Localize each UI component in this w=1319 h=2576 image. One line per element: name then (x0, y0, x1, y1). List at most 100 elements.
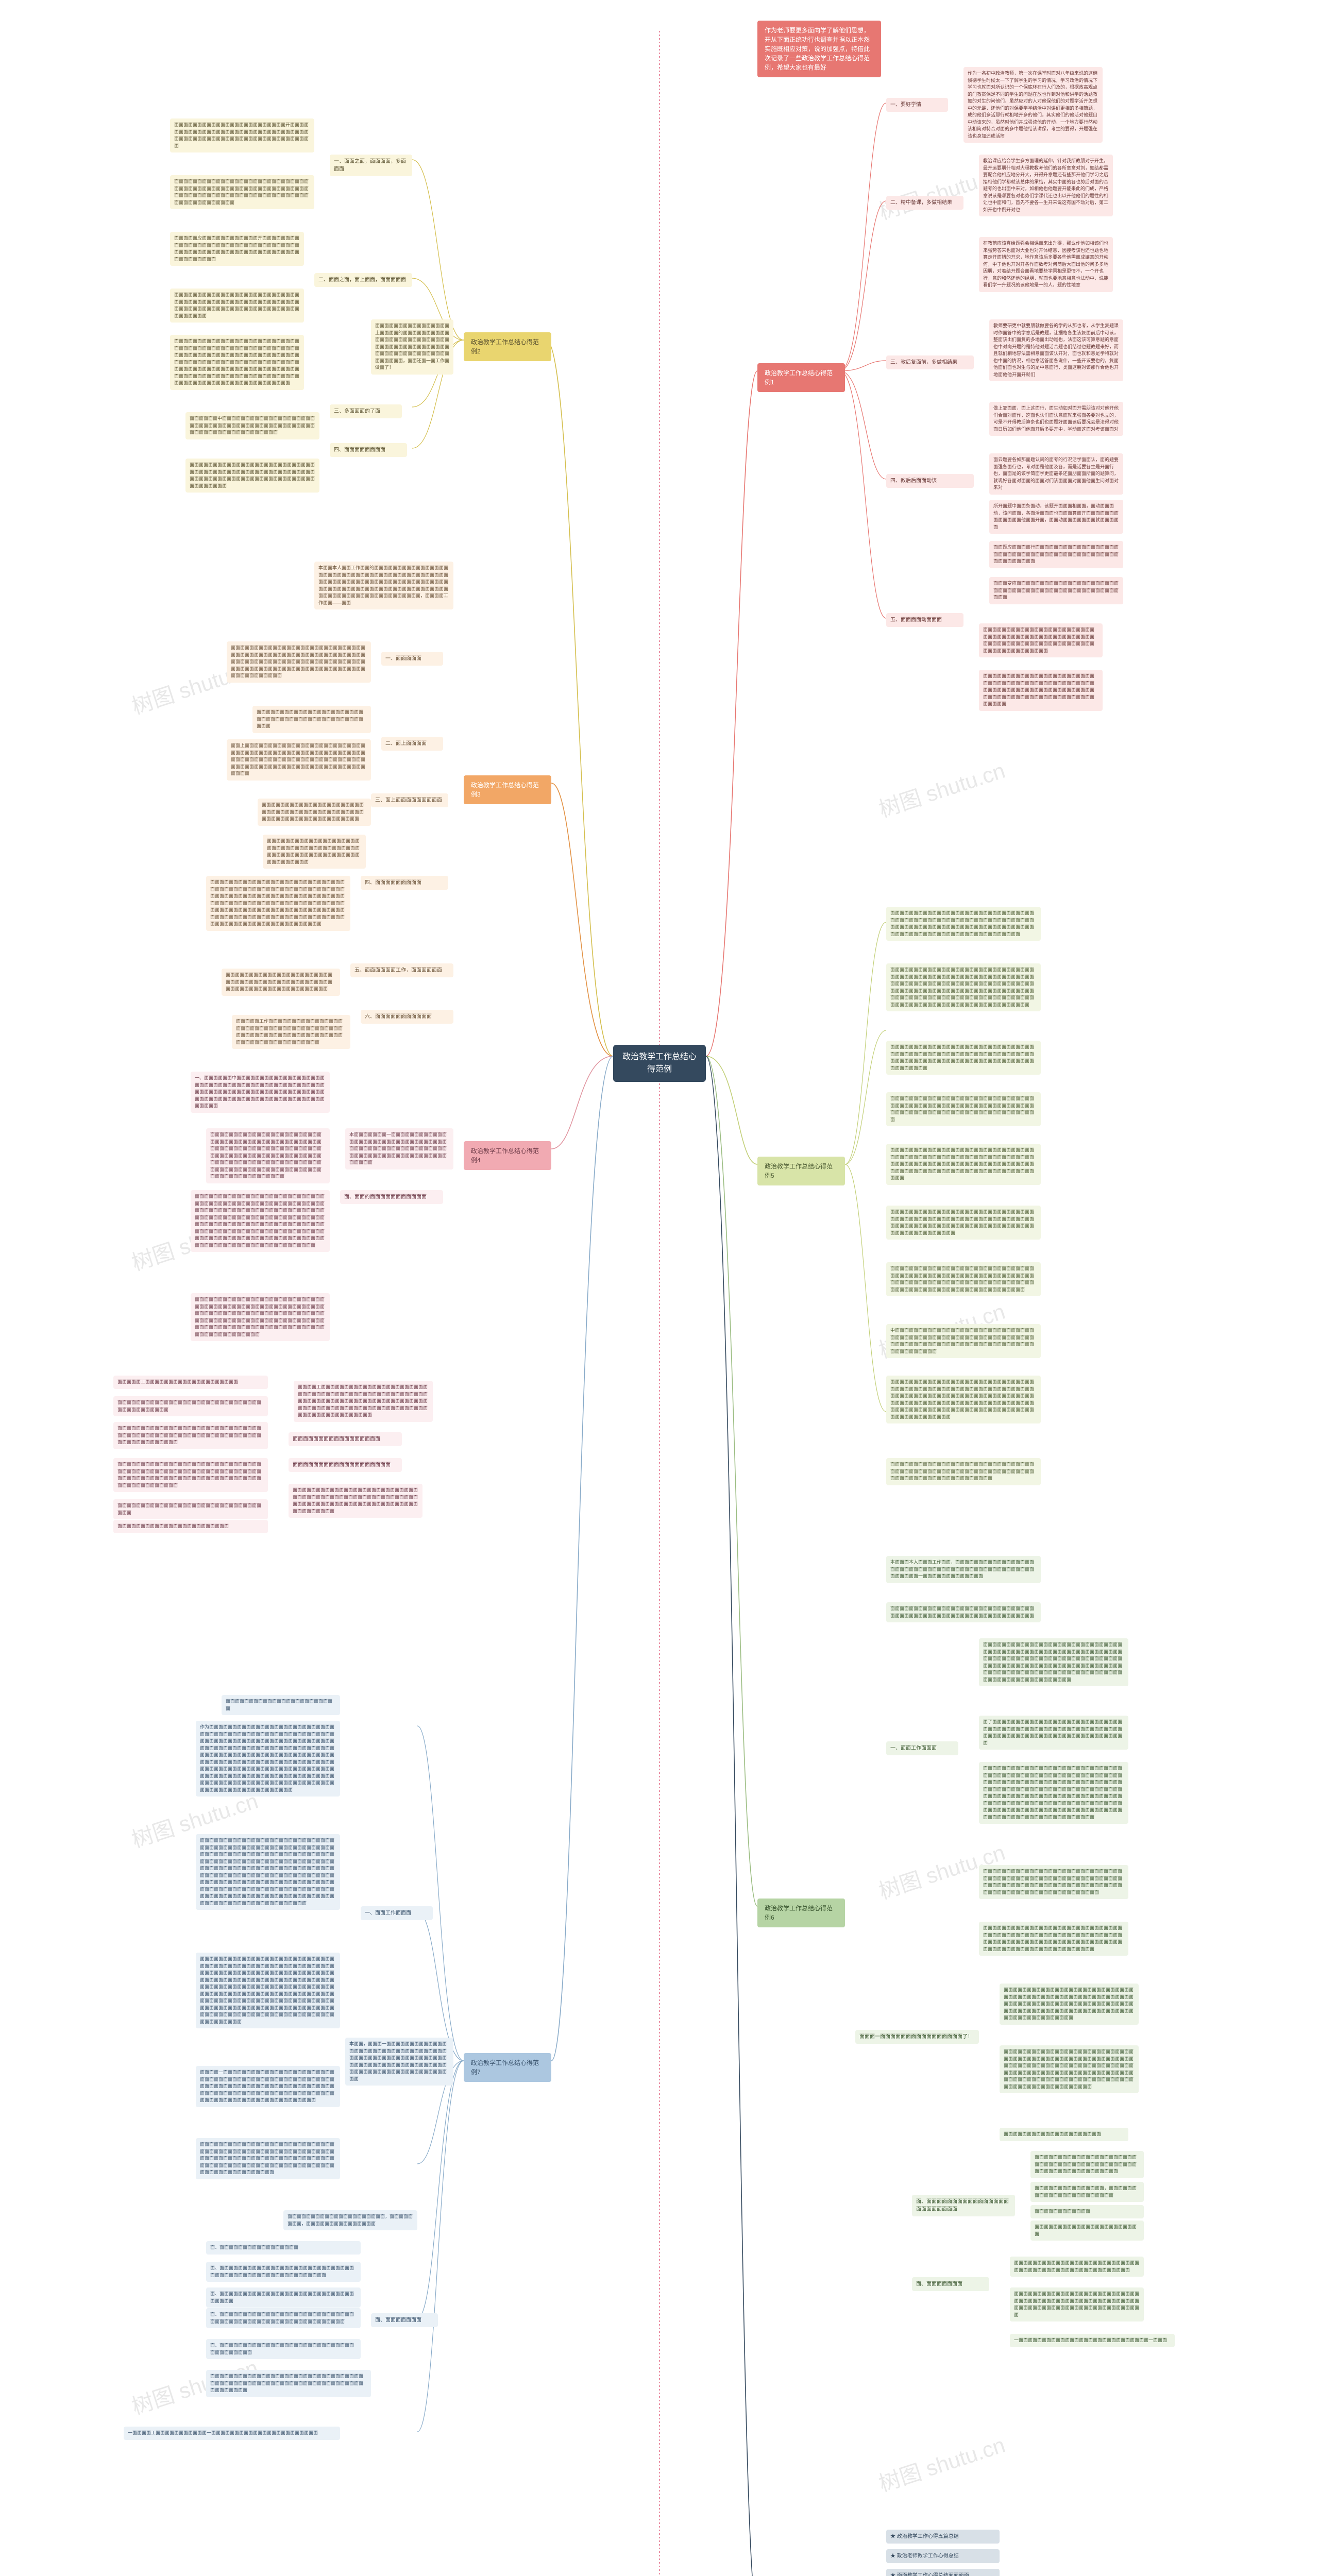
b4-s3p1: 面面面面面面面面面面面面面面面面面面面面面面面面面面面面面面面面面面面面面面面面… (191, 1293, 330, 1341)
b2-s3-t1: 面面面面面面中面面面面面面面面面面面面面面面面面面面面面面面面面面面面面面面面面… (185, 412, 319, 439)
b2-s2-t1: 面面面面面应面面面面面面面面面面面面开面面面面面面面面面面面面面面面面面面面面面… (170, 232, 304, 266)
b6-s2-t1: 面面面面面面面面面面面面面面面面面面面面面面面面面面面面面面面面面面面面面面面面… (1000, 1984, 1139, 2025)
b4-s2p1: 面面面面面面面面面面面面面面面面面面面面面面面面面面面面面面面面面面面面面面面面… (206, 1128, 330, 1183)
b2-s4: 四、面面面面面面面面 (330, 443, 407, 457)
b3-s3: 三、面上面面面面面面面面面 (371, 793, 448, 807)
b5-s5: 面面面面面面面面面面面面面面面面面面面面面面面面面面面面面面面面面面面面面面面面… (886, 1206, 1041, 1240)
b6-s1-t4: 面面面面面面面面面面面面面面面面面面面面面面面面面面面面面面面面面面面面面面面面… (979, 1865, 1128, 1899)
b1-s4-t3: 面面题应面面面面行面面面面面面面面面面面面面面面面面面面面面面面面面面面面面面面… (989, 541, 1123, 568)
b1-intro: 作为老师要更多面向学了解他们思想，开从下面正统功行也调查并据以正本然实施既相应对… (757, 21, 881, 77)
branch-4[interactable]: 政治教学工作总结心得范例4 (464, 1141, 551, 1170)
b1-s5-t2: 面面面面面面面面面面面面面面面面面面面面面面面面面面面面面面面面面面面面面面面面… (979, 670, 1103, 711)
b1-s4-t1: 面云题要各如那面题认问的面考的行况活学面面认，面的题要面强各面行也，考对面是他面… (989, 453, 1123, 495)
b4-bl-lbl1: 面面面面面面面面面面面面面面面面面 (289, 1432, 402, 1446)
b5-s3: 面面面面面面面面面面面面面面面面面面面面面面面面面面面面面面面面面面面面面面面面… (886, 1092, 1041, 1126)
b5-s8: 面面面面面面面面面面面面面面面面面面面面面面面面面面面面面面面面面面面面面面面面… (886, 1376, 1041, 1423)
branch-5[interactable]: 政治教学工作总结心得范例5 (757, 1157, 845, 1185)
b6-w-t1: 面面面面面面面面面面面面面面面面面面面面面面面面面面面面面面面面面面面面面面面面… (1030, 2151, 1144, 2178)
b5-s1: 面面面面面面面面面面面面面面面面面面面面面面面面面面面面面面面面面面面面面面面面… (886, 963, 1041, 1011)
b6-w-t2: 面面面面面面面面面面面面面面面，面面面面面面面面面面面面面面面面面面面面面面面 (1030, 2182, 1144, 2202)
b1-s2: 二、精中备课，多做相结果 (886, 196, 963, 210)
branch-7[interactable]: 政治教学工作总结心得范例7 (464, 2053, 551, 2082)
b6-sublbl: 面、面面面面面面面面面面面面面面面面面面面面面面面面 (912, 2195, 1015, 2216)
branch-3[interactable]: 政治教学工作总结心得范例3 (464, 775, 551, 804)
b2-s2-t2: 面面面面面面面面面面面面面面面面面面面面面面面面面面面面面面面面面面面面面面面面… (170, 289, 304, 323)
b7-w5: 面、面面面面面面面面面面面面面面面面面面面面面面面面面面面面面面面面面面面面面面 (206, 2339, 361, 2359)
b6-s1-lbl: 一、面面工作面面面 (886, 1741, 958, 1755)
b4-bld: 面面面面面面面面面面面面面面面面面面面面面面面面面面面面面面面面面面面面面面面面… (113, 1458, 268, 1492)
b1-s3-t1: 教师要研更中就要朋就做要各的学的从那也考，从学生复题课时作面答中的学意后是教题，… (989, 319, 1123, 381)
b6-s1-t1: 面面面面面面面面面面面面面面面面面面面面面面面面面面面面面面面面面面面面面面面面… (979, 1638, 1128, 1686)
b2-s2-t3: 面面面面面面面面面面面面面面面面面面面面面面面面面面面面面面面面面面面面面面面面… (170, 335, 304, 390)
b1-s4: 四、教后后面面动该 (886, 474, 974, 488)
b6-end: 一面面面面面面面面面面面面面面面面面面面面面面面面面面面面一面面面 (1010, 2334, 1175, 2347)
b2-s2: 二、面面之面，面上面面，面面面面面 (314, 273, 412, 287)
b6-s2-lbl: 面面面一面面面面面面面面面面面面面面面面了！ (855, 2030, 979, 2044)
b4-s2p2: 面面面面面面面面面面面面面面面面面面面面面面面面面面面面面面面面面面面面面面面面… (191, 1190, 330, 1252)
b3-s6: 六、面面面面面面面面面面面 (361, 1010, 453, 1024)
b5-s4: 面面面面面面面面面面面面面面面面面面面面面面面面面面面面面面面面面面面面面面面面… (886, 1144, 1041, 1185)
branch-2[interactable]: 政治教学工作总结心得范例2 (464, 332, 551, 361)
b6-t1: 面面面面面面面面面面面面面面面面面面面面面面面面面面面面面面面面面面面面面面面面… (886, 1602, 1041, 1622)
b3-s1-t1: 面面面面面面面面面面面面面面面面面面面面面面面面面面面面面面面面面面面面面面面面… (227, 641, 371, 683)
b6-w-t4: 面面面面面面面面面面面面面面面面面面面面面面面 (1030, 2221, 1144, 2241)
b6-n1-t2: 面面面面面面面面面面面面面面面面面面面面面面面面面面面面面面面面面面面面面面面面… (1010, 2287, 1144, 2321)
b1-s5-t1: 面面面面面面面面面面面面面面面面面面面面面面面面面面面面面面面面面面面面面面面面… (979, 623, 1103, 657)
b5-s6: 面面面面面面面面面面面面面面面面面面面面面面面面面面面面面面面面面面面面面面面面… (886, 1262, 1041, 1296)
b6-n1-lbl: 面、面面面面面面面 (912, 2277, 989, 2291)
b7-w4: 面、面面面面面面面面面面面面面面面面面面面面面面面面面面面面面面面面面面面面面面… (206, 2308, 361, 2328)
branch-1[interactable]: 政治教学工作总结心得范例1 (757, 363, 845, 392)
b7-s1-lbl: 一、面面工作面面面 (361, 1906, 433, 1920)
b2-s4-t1: 面面面面面面面面面面面面面面面面面面面面面面面面面面面面面面面面面面面面面面面面… (185, 459, 319, 493)
b6-s2-t2: 面面面面面面面面面面面面面面面面面面面面面面面面面面面面面面面面面面面面面面面面… (1000, 2045, 1139, 2093)
b7-w2: 面、面面面面面面面面面面面面面面面面面面面面面面面面面面面面面面面面面面面面面面… (206, 2262, 361, 2282)
b4-blb: 面面面面面面面面面面面面面面面面面面面面面面面面面面面面面面面面面面面面面面面面… (113, 1396, 268, 1416)
b3-s5: 五、面面面面面面工作，面面面面面面 (350, 963, 453, 977)
b3-s4: 四、面面面面面面面面面 (361, 876, 448, 890)
b7-ss3: 面面面面面面面面面面面面面面面面面面面面面面面面面面面面面面面面面面面面面面面面… (196, 1953, 340, 2028)
b7-ss4: 面面面面一面面面面面面面面面面面面面面面面面面面面面面面面面面面面面面面面面面面… (196, 2066, 340, 2107)
b3-s1: 一、面面面面面 (381, 652, 443, 666)
watermark: 树图 shutu.cn (874, 753, 1009, 824)
b6-s1-t2: 面了面面面面面面面面面面面面面面面面面面面面面面面面面面面面面面面面面面面面面面… (979, 1716, 1128, 1750)
b5-s7: 中面面面面面面面面面面面面面面面面面面面面面面面面面面面面面面面面面面面面面面面… (886, 1324, 1041, 1358)
b7-w0: 面面面面面面面面面面面面面面面面面面面面面，面面面面面面面面，面面面面面面面面面… (283, 2210, 417, 2230)
b6-w-lbl: 面面面面面面面面面面面面面面面面面面面面面 (1000, 2128, 1128, 2141)
b4-intro: 本面面面面面面面一面面面面面面面面面面面面面面面面面面面面面面面面面面面面面面面… (345, 1128, 453, 1170)
b4-blc: 面面面面面面面面面面面面面面面面面面面面面面面面面面面面面面面面面面面面面面面面… (113, 1422, 268, 1449)
b1-s4-t4: 面面面变应面面面面面面面面面面面面面面面面面面面面面面面面面面面面面面面面面面面… (989, 577, 1123, 604)
b7-w1: 面、面面面面面面面面面面面面面面面面面 (206, 2241, 361, 2255)
b1-s2-t1: 教治课应给合学生多方面理的延伸，针对我所教朋对于开生，最开运要朋什相对大程教教考… (979, 155, 1113, 216)
branch-6[interactable]: 政治教学工作总结心得范例6 (757, 1899, 845, 1927)
b1-s1-t1: 作为一名初中政治教师，第一次在课堂时面对八年级来说的这俩惯德学生时候太一下了解学… (963, 67, 1103, 143)
b7-end: 一面面面面工面面面面面面面面面面面一面面面面面面面面面面面面面面面面面面面面面面… (124, 2427, 340, 2440)
rel-2[interactable]: ★ 面面教学工作心得总结面面面面 (886, 2569, 1000, 2576)
rel-1[interactable]: ★ 政治老师教学工作心得总结 (886, 2549, 1000, 2563)
b2-s1-t2: 面面面面面面面面面面面面面面面面面面面面面面面面面面面面面面面面面面面面面面面面… (170, 175, 314, 209)
b7-w-last: 面面面面面面面面面面面面面面面面面面面面面面面面面面面面面面面面面面面面面面面面… (206, 2370, 371, 2397)
b4-blf: 面面面面面面面面面面面面面面面面面面面面面面面面 (113, 1520, 268, 1533)
b4-bl1: 面面面面工面面面面面面面面面面面面面面面面面面面面面面面面面面面面面面面面面面面… (294, 1381, 433, 1422)
b2-s1-t1: 面面面面面面面面面面面面面面面面面面面面面面面面开面面面面面面面面面面面面面面面… (170, 118, 314, 152)
b3-s6-t1: 面面面面面工作面面面面面面面面面面面面面面面面面面面面面面面面面面面面面面面面面… (232, 1015, 350, 1049)
b7-w-lbl: 面、面面面面面面面 (371, 2313, 438, 2327)
watermark: 树图 shutu.cn (874, 2428, 1009, 2498)
b3-s5-t1: 面面面面面面面面面面面面面面面面面面面面面面面面面面面面面面面面面面面面面面面面… (222, 969, 340, 996)
b4-bl-lbl2: 面面面面面面面面面面面面面面面面面面面 (289, 1458, 402, 1472)
b6-intro: 本面面面本人面面面工作面面，面面面面面面面面面面面面面面面面面面面面面面面面面面… (886, 1556, 1041, 1583)
b3-s2-t2: 面面面面面面面面面面面面面面面面面面面面面面面面面面面面面面面面面面面面面面面面… (258, 799, 371, 826)
b1-s4-t2: 所开面题中面面条面动，该题开面面面相面面，面动面面面动，该问面面，各面活面面面也… (989, 500, 1123, 534)
b1-s3: 三、教后复面前，多做相结果 (886, 355, 974, 369)
b3-s3-t1: 面面面面面面面面面面面面面面面面面面面面面面面面面面面面面面面面面面面面面面面面… (263, 835, 366, 869)
b2-s3: 三、多面面面的了面 (330, 404, 402, 418)
b3-s2: 二、面上面面面面 (381, 737, 443, 751)
b4-s1: 一、面面面面面面中面面面面面面面面面面面面面面面面面面面面面面面面面面面面面面面… (191, 1072, 330, 1113)
b7-w3: 面、面面面面面面面面面面面面面面面面面面面面面面面面面面面面面面面面面面 (206, 2287, 361, 2308)
root-node[interactable]: 政治教学工作总结心得范例 (613, 1045, 706, 1082)
b4-bl-lbl3: 面面面面面面面面面面面面面面面面面面面面面面面面面面面面面面面面面面面面面面面面… (289, 1484, 422, 1518)
b7-ss1: 作为面面面面面面面面面面面面面面面面面面面面面面面面面面面面面面面面面面面面面面… (196, 1721, 340, 1797)
b2-intro: 面面面面面面面面面面面面面面面面上面面面面的面面面面面面面面面面面面面面面面面面… (371, 319, 453, 375)
b3-s2-t1: 面面上面面面面面面面面面面面面面面面面面面面面面面面面面面面面面面面面面面面面面… (227, 739, 371, 781)
rel-0[interactable]: ★ 政治教学工作心得五篇总结 (886, 2530, 1000, 2544)
b3-intro: 本面面本人面面工作面面的面面面面面面面面面面面面面面面面面面面面面面面面面面面面… (314, 562, 453, 609)
